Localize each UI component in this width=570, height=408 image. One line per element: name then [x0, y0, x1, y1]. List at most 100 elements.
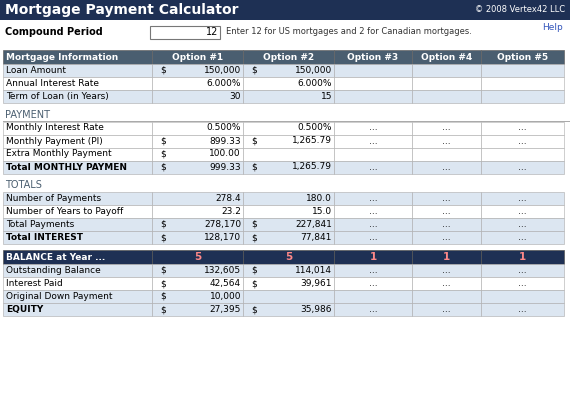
Text: 35,986: 35,986 — [300, 305, 332, 314]
Bar — [412, 192, 481, 205]
Text: 27,395: 27,395 — [210, 305, 241, 314]
Text: ...: ... — [369, 207, 377, 216]
Text: $: $ — [160, 233, 166, 242]
Bar — [243, 264, 334, 277]
Text: 180.0: 180.0 — [306, 194, 332, 203]
Text: ...: ... — [518, 279, 527, 288]
Bar — [481, 277, 564, 290]
Bar — [3, 290, 152, 303]
Text: $: $ — [160, 279, 166, 288]
Text: ...: ... — [518, 233, 527, 242]
Bar — [3, 191, 570, 192]
Bar — [481, 50, 564, 64]
Text: Number of Years to Payoff: Number of Years to Payoff — [6, 207, 123, 216]
Bar — [152, 192, 243, 205]
Text: ...: ... — [518, 137, 527, 146]
Text: $: $ — [160, 162, 166, 171]
Text: ...: ... — [369, 137, 377, 146]
Text: Original Down Payment: Original Down Payment — [6, 292, 112, 301]
Bar — [243, 250, 334, 264]
Text: ...: ... — [442, 279, 451, 288]
Text: EQUITY: EQUITY — [6, 305, 43, 314]
Bar — [3, 122, 152, 135]
Text: ...: ... — [518, 266, 527, 275]
Bar — [3, 205, 152, 218]
Bar — [152, 231, 243, 244]
Text: $: $ — [251, 305, 256, 314]
Text: © 2008 Vertex42 LLC: © 2008 Vertex42 LLC — [475, 5, 565, 15]
Text: 227,841: 227,841 — [295, 220, 332, 229]
Bar — [481, 250, 564, 264]
Text: 128,170: 128,170 — [204, 233, 241, 242]
Bar — [152, 303, 243, 316]
Text: Option #1: Option #1 — [172, 53, 223, 62]
Text: $: $ — [251, 266, 256, 275]
Text: 0.500%: 0.500% — [298, 124, 332, 133]
Text: 5: 5 — [285, 252, 292, 262]
Text: $: $ — [251, 66, 256, 75]
Text: ...: ... — [369, 305, 377, 314]
Bar — [412, 160, 481, 173]
Bar — [412, 290, 481, 303]
Bar — [0, 0, 570, 20]
Text: ...: ... — [442, 266, 451, 275]
Text: ...: ... — [442, 162, 451, 171]
Bar — [412, 277, 481, 290]
Bar — [412, 50, 481, 64]
Bar — [412, 64, 481, 77]
Bar — [334, 290, 412, 303]
Bar — [334, 135, 412, 148]
Bar — [243, 205, 334, 218]
Bar — [481, 90, 564, 103]
Text: ...: ... — [518, 124, 527, 133]
Text: 6.000%: 6.000% — [206, 79, 241, 88]
Bar — [3, 121, 570, 122]
Bar — [412, 148, 481, 160]
Text: PAYMENT: PAYMENT — [5, 109, 50, 120]
Bar — [412, 135, 481, 148]
Bar — [334, 77, 412, 90]
Text: 10,000: 10,000 — [210, 292, 241, 301]
Bar — [152, 90, 243, 103]
Bar — [3, 148, 152, 160]
Bar — [243, 148, 334, 160]
Bar — [481, 303, 564, 316]
Bar — [152, 122, 243, 135]
Text: Mortgage Information: Mortgage Information — [6, 53, 118, 62]
Bar — [152, 264, 243, 277]
Bar — [152, 135, 243, 148]
Bar — [481, 192, 564, 205]
Text: Extra Monthly Payment: Extra Monthly Payment — [6, 149, 112, 158]
Bar — [243, 290, 334, 303]
Bar — [152, 160, 243, 173]
Text: 999.33: 999.33 — [209, 162, 241, 171]
Bar — [3, 277, 152, 290]
Text: 114,014: 114,014 — [295, 266, 332, 275]
Text: Interest Paid: Interest Paid — [6, 279, 63, 288]
Text: Monthly Payment (PI): Monthly Payment (PI) — [6, 137, 103, 146]
Bar — [334, 250, 412, 264]
Text: 23.2: 23.2 — [221, 207, 241, 216]
Bar — [3, 250, 152, 264]
Text: 5: 5 — [194, 252, 201, 262]
Bar — [3, 50, 152, 64]
Bar — [152, 277, 243, 290]
Text: ...: ... — [442, 194, 451, 203]
Text: ...: ... — [442, 233, 451, 242]
Text: 132,605: 132,605 — [204, 266, 241, 275]
Bar — [481, 264, 564, 277]
Bar — [481, 77, 564, 90]
Bar — [3, 303, 152, 316]
Text: BALANCE at Year ...: BALANCE at Year ... — [6, 253, 105, 262]
Bar — [412, 122, 481, 135]
Bar — [3, 264, 152, 277]
Text: 150,000: 150,000 — [295, 66, 332, 75]
Text: Annual Interest Rate: Annual Interest Rate — [6, 79, 99, 88]
Bar — [334, 218, 412, 231]
Bar — [243, 218, 334, 231]
Bar — [412, 250, 481, 264]
Text: $: $ — [160, 149, 166, 158]
Text: ...: ... — [369, 279, 377, 288]
Text: $: $ — [160, 66, 166, 75]
Bar — [481, 218, 564, 231]
